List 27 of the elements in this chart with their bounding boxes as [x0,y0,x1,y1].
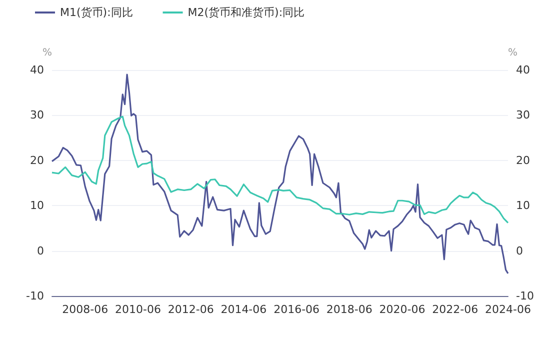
x-tick-label: 2018-06 [326,303,372,316]
y2-axis-title: % [508,48,518,58]
y2-tick-label: 20 [516,154,530,167]
y-tick-label: 40 [30,64,44,76]
x-tick-label: 2022-06 [432,303,478,316]
x-tick-label: 2024-06 [485,303,531,316]
x-tick-label: 2016-06 [274,303,320,316]
y-tick-label: 20 [30,154,44,167]
y-tick-label: -10 [26,290,44,302]
y-axis-title: % [42,48,52,58]
y-tick-label: 10 [30,199,44,212]
line-series [51,116,509,224]
line-series [51,74,509,274]
y2-tick-label: 0 [516,244,523,258]
y2-tick-label: 40 [516,64,530,76]
y2-tick-label: 10 [516,199,530,212]
legend-label: M2(货币和准货币):同比 [188,6,305,19]
legend-label: M1(货币):同比 [60,6,133,19]
x-tick-label: 2010-06 [114,303,161,316]
y-tick-label: 0 [37,244,44,258]
x-tick-label: 2008-06 [62,303,108,316]
y2-tick-label: 30 [516,108,530,122]
x-tick-label: 2012-06 [168,303,214,316]
y2-tick-label: -10 [516,290,534,302]
x-tick-label: 2020-06 [379,303,426,316]
y-tick-label: 30 [30,108,44,122]
x-tick-label: 2014-06 [220,303,267,316]
